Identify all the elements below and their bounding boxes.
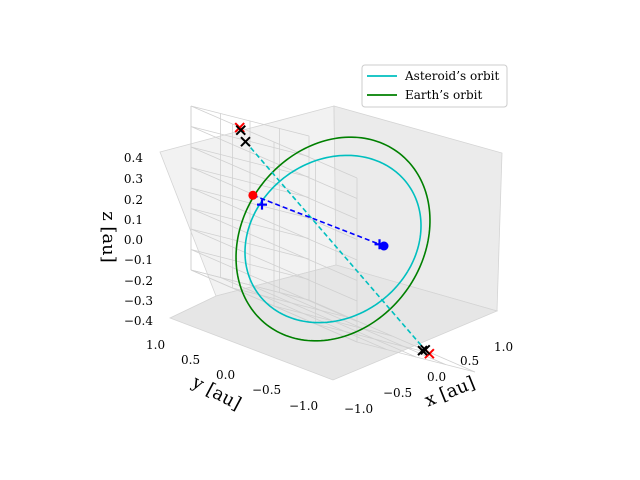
asteroid-orbit-line bbox=[244, 154, 422, 324]
y-tick-label: −0.5 bbox=[252, 383, 281, 397]
legend-box bbox=[361, 64, 508, 108]
z-tick-label: −0.4 bbox=[124, 314, 154, 328]
grid-line bbox=[190, 146, 358, 220]
dot-marker bbox=[248, 190, 258, 200]
z-tick-label: 0.1 bbox=[124, 213, 143, 227]
grid-line bbox=[190, 167, 358, 240]
y-tick-label: 0.0 bbox=[216, 368, 235, 382]
x-tick-labels: −1.0 −0.5 0.0 0.5 1.0 bbox=[344, 340, 513, 416]
dot-marker bbox=[379, 241, 389, 251]
plus-marker bbox=[374, 239, 385, 250]
earth-orbit-line bbox=[235, 136, 431, 342]
legend-label-asteroid: Asteroid’s orbit bbox=[404, 69, 499, 83]
z-tick-label: −0.2 bbox=[124, 274, 153, 288]
grid-line bbox=[190, 228, 358, 302]
z-tick-label: 0.3 bbox=[124, 172, 143, 186]
grid-line bbox=[220, 277, 387, 350]
z-tick-labels: 0.4 0.3 0.2 0.1 0.0 −0.1 −0.2 −0.3 −0.4 bbox=[124, 151, 154, 328]
pane-left bbox=[159, 105, 337, 297]
x-marker bbox=[417, 345, 428, 356]
y-tick-labels: 1.0 0.5 0.0 −0.5 −1.0 bbox=[146, 338, 318, 413]
legend-label-earth: Earth’s orbit bbox=[405, 88, 482, 102]
grid-line bbox=[190, 208, 358, 281]
x-marker bbox=[240, 136, 251, 147]
y-tick-label: 0.5 bbox=[181, 353, 200, 367]
y-tick-label: −1.0 bbox=[289, 399, 318, 413]
z-tick-label: 0.0 bbox=[124, 233, 143, 247]
cyan-dashed-connector bbox=[244, 141, 424, 348]
z-tick-label: −0.3 bbox=[124, 294, 153, 308]
grid-line bbox=[356, 341, 476, 373]
x-marker bbox=[235, 124, 246, 136]
x-tick-label: 0.0 bbox=[427, 370, 446, 384]
x-marker bbox=[420, 344, 431, 356]
grid-line bbox=[190, 105, 358, 179]
x-tick-label: 1.0 bbox=[494, 340, 513, 354]
x-tick-label: 0.5 bbox=[460, 354, 479, 368]
grid-line bbox=[190, 187, 358, 261]
pane-floor bbox=[168, 264, 499, 381]
grid-lines bbox=[190, 105, 476, 373]
x-marker bbox=[234, 122, 245, 133]
z-tick-label: 0.4 bbox=[124, 151, 143, 165]
plus-marker bbox=[256, 199, 267, 210]
legend: Asteroid’s orbit Earth’s orbit bbox=[361, 64, 508, 108]
grid-line bbox=[190, 126, 358, 199]
plot-marks bbox=[234, 122, 435, 359]
x-tick-label: −0.5 bbox=[383, 386, 412, 400]
grid-line bbox=[190, 269, 358, 343]
z-tick-label: −0.1 bbox=[124, 253, 153, 267]
z-axis-label: z [au] bbox=[98, 211, 119, 263]
x-tick-label: −1.0 bbox=[344, 402, 373, 416]
grid-line bbox=[190, 249, 358, 322]
grid-line bbox=[315, 323, 434, 355]
y-tick-label: 1.0 bbox=[146, 338, 165, 352]
z-tick-label: 0.2 bbox=[124, 193, 143, 207]
